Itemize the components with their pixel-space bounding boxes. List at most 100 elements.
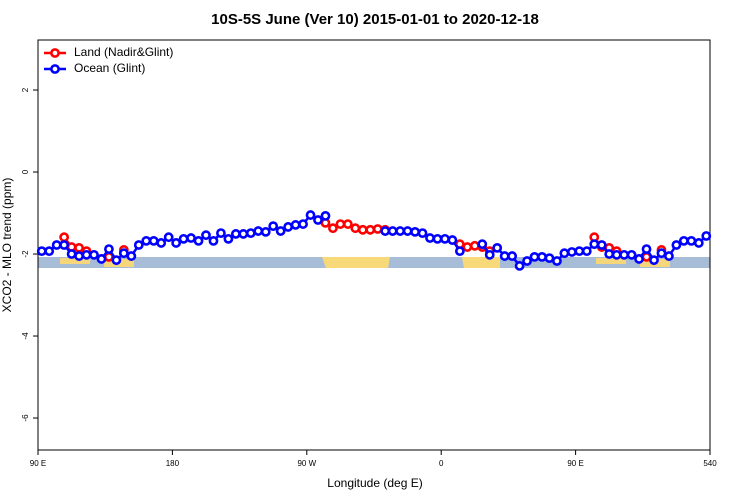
point [477, 239, 488, 250]
point [544, 253, 555, 264]
point [290, 220, 301, 230]
point [626, 249, 637, 260]
point [44, 246, 55, 257]
point [268, 221, 279, 232]
point [178, 233, 189, 244]
point [454, 246, 465, 257]
point [59, 232, 70, 243]
point [201, 230, 211, 241]
point [492, 242, 503, 253]
y-tick-label: -4 [21, 332, 30, 340]
point [514, 261, 525, 271]
point [425, 233, 435, 243]
point [447, 235, 458, 245]
point [596, 240, 607, 250]
point [245, 228, 256, 239]
point [320, 210, 331, 221]
point [118, 248, 129, 259]
y-tick-label: 2 [21, 87, 30, 92]
point [693, 238, 704, 248]
point [686, 235, 697, 246]
point [417, 228, 428, 239]
x-tick-label: 540 [703, 459, 717, 468]
legend-marker [50, 48, 60, 58]
point [208, 235, 219, 246]
point [589, 239, 600, 250]
point [440, 233, 450, 244]
point [499, 251, 510, 261]
point [484, 249, 495, 260]
point [357, 224, 368, 235]
point [141, 235, 152, 246]
point [656, 248, 667, 259]
point [253, 226, 264, 236]
point [402, 226, 413, 236]
x-tick-label: 90 E [567, 459, 583, 468]
point [59, 240, 70, 250]
point [89, 249, 99, 260]
point [74, 251, 84, 261]
point [275, 226, 286, 236]
legend-label: Land (Nadir&Glint) [74, 45, 173, 59]
point [313, 215, 323, 225]
point [186, 233, 196, 243]
point [507, 251, 518, 261]
point [230, 229, 241, 239]
point [171, 238, 182, 248]
point [163, 232, 174, 243]
point [701, 231, 712, 241]
y-tick-label: -2 [21, 250, 30, 258]
point [350, 223, 361, 234]
point [74, 242, 84, 253]
point [581, 246, 592, 257]
point [559, 248, 570, 259]
point [387, 226, 398, 236]
y-axis-label: XCO2 - MLO trend (ppm) [0, 178, 14, 313]
point [238, 229, 249, 239]
point [395, 226, 406, 236]
point [66, 249, 77, 259]
point [133, 240, 144, 250]
chart-title: 10S-5S June (Ver 10) 2015-01-01 to 2020-… [211, 11, 539, 28]
point [671, 240, 682, 250]
point [298, 219, 308, 229]
point [462, 242, 473, 252]
x-tick-label: 90 E [30, 459, 46, 468]
point [380, 226, 391, 236]
point [81, 249, 92, 260]
point [372, 224, 383, 234]
legend-marker [50, 64, 60, 74]
y-tick-label: 0 [21, 169, 30, 174]
point [634, 254, 644, 264]
x-tick-label: 180 [166, 459, 180, 468]
point [342, 219, 353, 229]
point [328, 223, 338, 234]
x-tick-label: 90 W [297, 459, 316, 468]
point [156, 238, 167, 248]
point [96, 254, 107, 264]
point [432, 233, 443, 244]
point [260, 226, 271, 237]
point [216, 228, 226, 239]
point [148, 235, 159, 246]
point [649, 255, 659, 266]
point [537, 251, 547, 262]
point [111, 255, 122, 266]
y-tick-label: -6 [21, 414, 30, 422]
point [365, 224, 376, 235]
point [522, 256, 532, 266]
point [604, 249, 615, 259]
point [51, 240, 62, 250]
point [619, 249, 630, 260]
point [641, 244, 652, 254]
x-axis-label: Longitude (deg E) [327, 476, 422, 490]
point [305, 210, 316, 220]
point [36, 246, 47, 257]
point [611, 249, 622, 260]
point [552, 256, 562, 266]
point [469, 240, 480, 251]
point [574, 246, 585, 257]
point [126, 251, 137, 261]
point [410, 226, 420, 237]
